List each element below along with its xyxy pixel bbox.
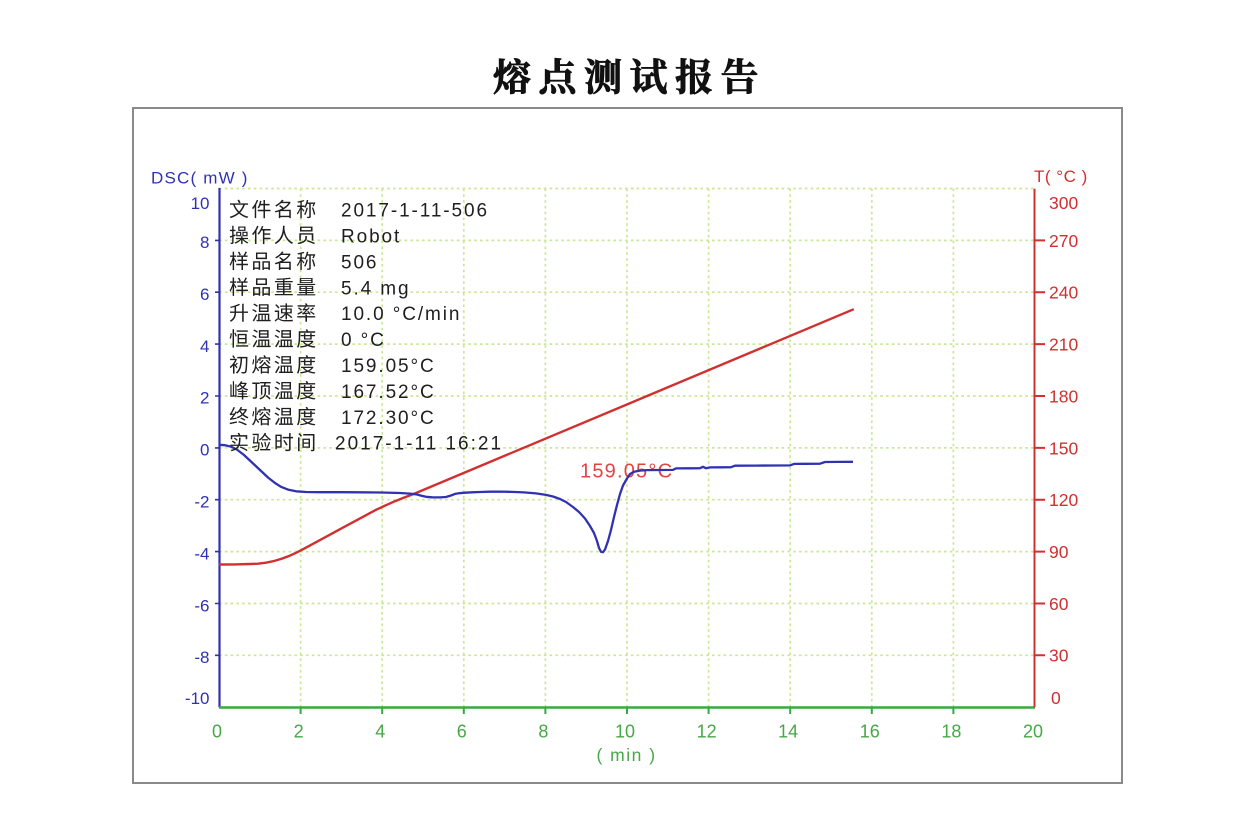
svg-text:120: 120 — [1049, 490, 1078, 510]
svg-text:10: 10 — [191, 194, 210, 213]
svg-text:150: 150 — [1049, 438, 1078, 458]
svg-text:6: 6 — [457, 722, 467, 742]
svg-text:2: 2 — [200, 389, 209, 408]
svg-text:2: 2 — [294, 722, 304, 742]
svg-text:240: 240 — [1049, 283, 1078, 303]
svg-text:159.05°C: 159.05°C — [580, 461, 673, 483]
svg-text:8: 8 — [200, 233, 209, 252]
svg-text:10: 10 — [615, 722, 635, 742]
svg-text:20: 20 — [1023, 722, 1043, 742]
svg-text:( min ): ( min ) — [596, 745, 656, 765]
svg-text:0 °C: 0 °C — [341, 330, 386, 351]
svg-text:T( °C ): T( °C ) — [1034, 167, 1088, 186]
svg-text:0: 0 — [212, 722, 222, 742]
svg-text:6: 6 — [200, 285, 209, 304]
svg-text:DSC( mW ): DSC( mW ) — [151, 169, 249, 188]
svg-text:4: 4 — [200, 337, 209, 356]
svg-text:-10: -10 — [185, 689, 210, 708]
svg-text:8: 8 — [538, 722, 548, 742]
svg-text:172.30°C: 172.30°C — [341, 408, 436, 429]
svg-text:300: 300 — [1049, 193, 1078, 213]
svg-text:4: 4 — [375, 722, 385, 742]
svg-text:10.0 °C/min: 10.0 °C/min — [341, 304, 461, 325]
svg-text:506: 506 — [341, 252, 378, 273]
svg-text:90: 90 — [1049, 542, 1069, 562]
svg-text:0: 0 — [200, 441, 209, 460]
svg-text:60: 60 — [1049, 594, 1069, 614]
svg-text:5.4 mg: 5.4 mg — [341, 278, 411, 299]
svg-text:16: 16 — [860, 722, 880, 742]
svg-text:210: 210 — [1049, 335, 1078, 355]
svg-text:0: 0 — [1051, 688, 1061, 708]
svg-text:-6: -6 — [194, 596, 209, 615]
svg-text:159.05°C: 159.05°C — [341, 356, 436, 377]
svg-text:167.52°C: 167.52°C — [341, 382, 436, 403]
svg-text:-4: -4 — [194, 544, 209, 563]
svg-text:180: 180 — [1049, 386, 1078, 406]
svg-text:2017-1-11 16:21: 2017-1-11 16:21 — [335, 434, 503, 455]
svg-text:-8: -8 — [194, 648, 209, 667]
svg-text:12: 12 — [697, 722, 717, 742]
svg-text:14: 14 — [778, 722, 798, 742]
svg-text:270: 270 — [1049, 231, 1078, 251]
svg-text:18: 18 — [941, 722, 961, 742]
svg-text:30: 30 — [1049, 646, 1069, 666]
svg-text:-2: -2 — [194, 493, 209, 512]
svg-text:Robot: Robot — [341, 227, 401, 248]
svg-text:2017-1-11-506: 2017-1-11-506 — [341, 201, 489, 222]
